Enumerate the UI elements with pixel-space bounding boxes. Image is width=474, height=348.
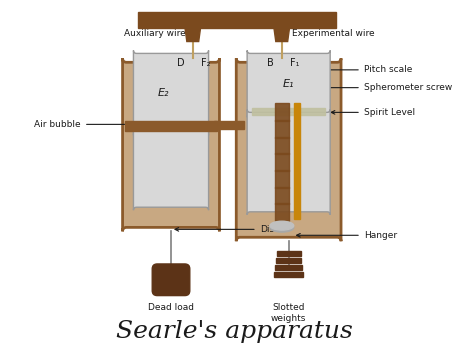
Text: Searle's apparatus: Searle's apparatus bbox=[116, 320, 353, 343]
Bar bbox=[277, 251, 301, 256]
Text: Disc: Disc bbox=[175, 225, 279, 234]
Text: F₂: F₂ bbox=[201, 58, 210, 68]
Bar bbox=[275, 203, 289, 221]
Bar bbox=[275, 103, 289, 121]
FancyBboxPatch shape bbox=[134, 50, 209, 135]
FancyBboxPatch shape bbox=[247, 50, 330, 117]
Text: F₁: F₁ bbox=[290, 58, 299, 68]
FancyBboxPatch shape bbox=[236, 58, 341, 241]
Text: Spirit Level: Spirit Level bbox=[331, 108, 415, 117]
Text: Spherometer screw: Spherometer screw bbox=[294, 83, 452, 92]
Text: Auxiliary wire: Auxiliary wire bbox=[124, 29, 186, 38]
FancyBboxPatch shape bbox=[123, 58, 219, 231]
Text: E₁: E₁ bbox=[283, 79, 294, 89]
Bar bbox=[275, 137, 289, 155]
Text: D: D bbox=[177, 58, 185, 68]
Text: Hanger: Hanger bbox=[297, 231, 397, 240]
Bar bbox=[275, 120, 289, 138]
Ellipse shape bbox=[270, 221, 294, 230]
FancyBboxPatch shape bbox=[134, 125, 209, 210]
Bar bbox=[138, 12, 336, 28]
Text: E₂: E₂ bbox=[157, 88, 169, 98]
Polygon shape bbox=[184, 20, 201, 41]
Bar bbox=[276, 258, 301, 263]
FancyBboxPatch shape bbox=[247, 109, 330, 215]
Text: Air bubble: Air bubble bbox=[35, 120, 167, 129]
Bar bbox=[252, 109, 325, 115]
Bar bbox=[213, 121, 244, 129]
Text: Pitch scale: Pitch scale bbox=[304, 65, 412, 74]
Ellipse shape bbox=[270, 223, 294, 232]
Text: Slotted
weights: Slotted weights bbox=[271, 303, 306, 323]
Bar bbox=[275, 170, 289, 188]
Bar bbox=[125, 121, 218, 131]
Bar bbox=[274, 272, 303, 277]
FancyBboxPatch shape bbox=[152, 264, 190, 295]
Text: Experimental wire: Experimental wire bbox=[292, 29, 374, 38]
Bar bbox=[275, 187, 289, 204]
Bar bbox=[275, 153, 289, 171]
Polygon shape bbox=[273, 20, 291, 41]
Bar bbox=[294, 103, 300, 219]
Text: B: B bbox=[267, 58, 274, 68]
Bar bbox=[275, 265, 302, 270]
Text: Dead load: Dead load bbox=[148, 303, 194, 313]
